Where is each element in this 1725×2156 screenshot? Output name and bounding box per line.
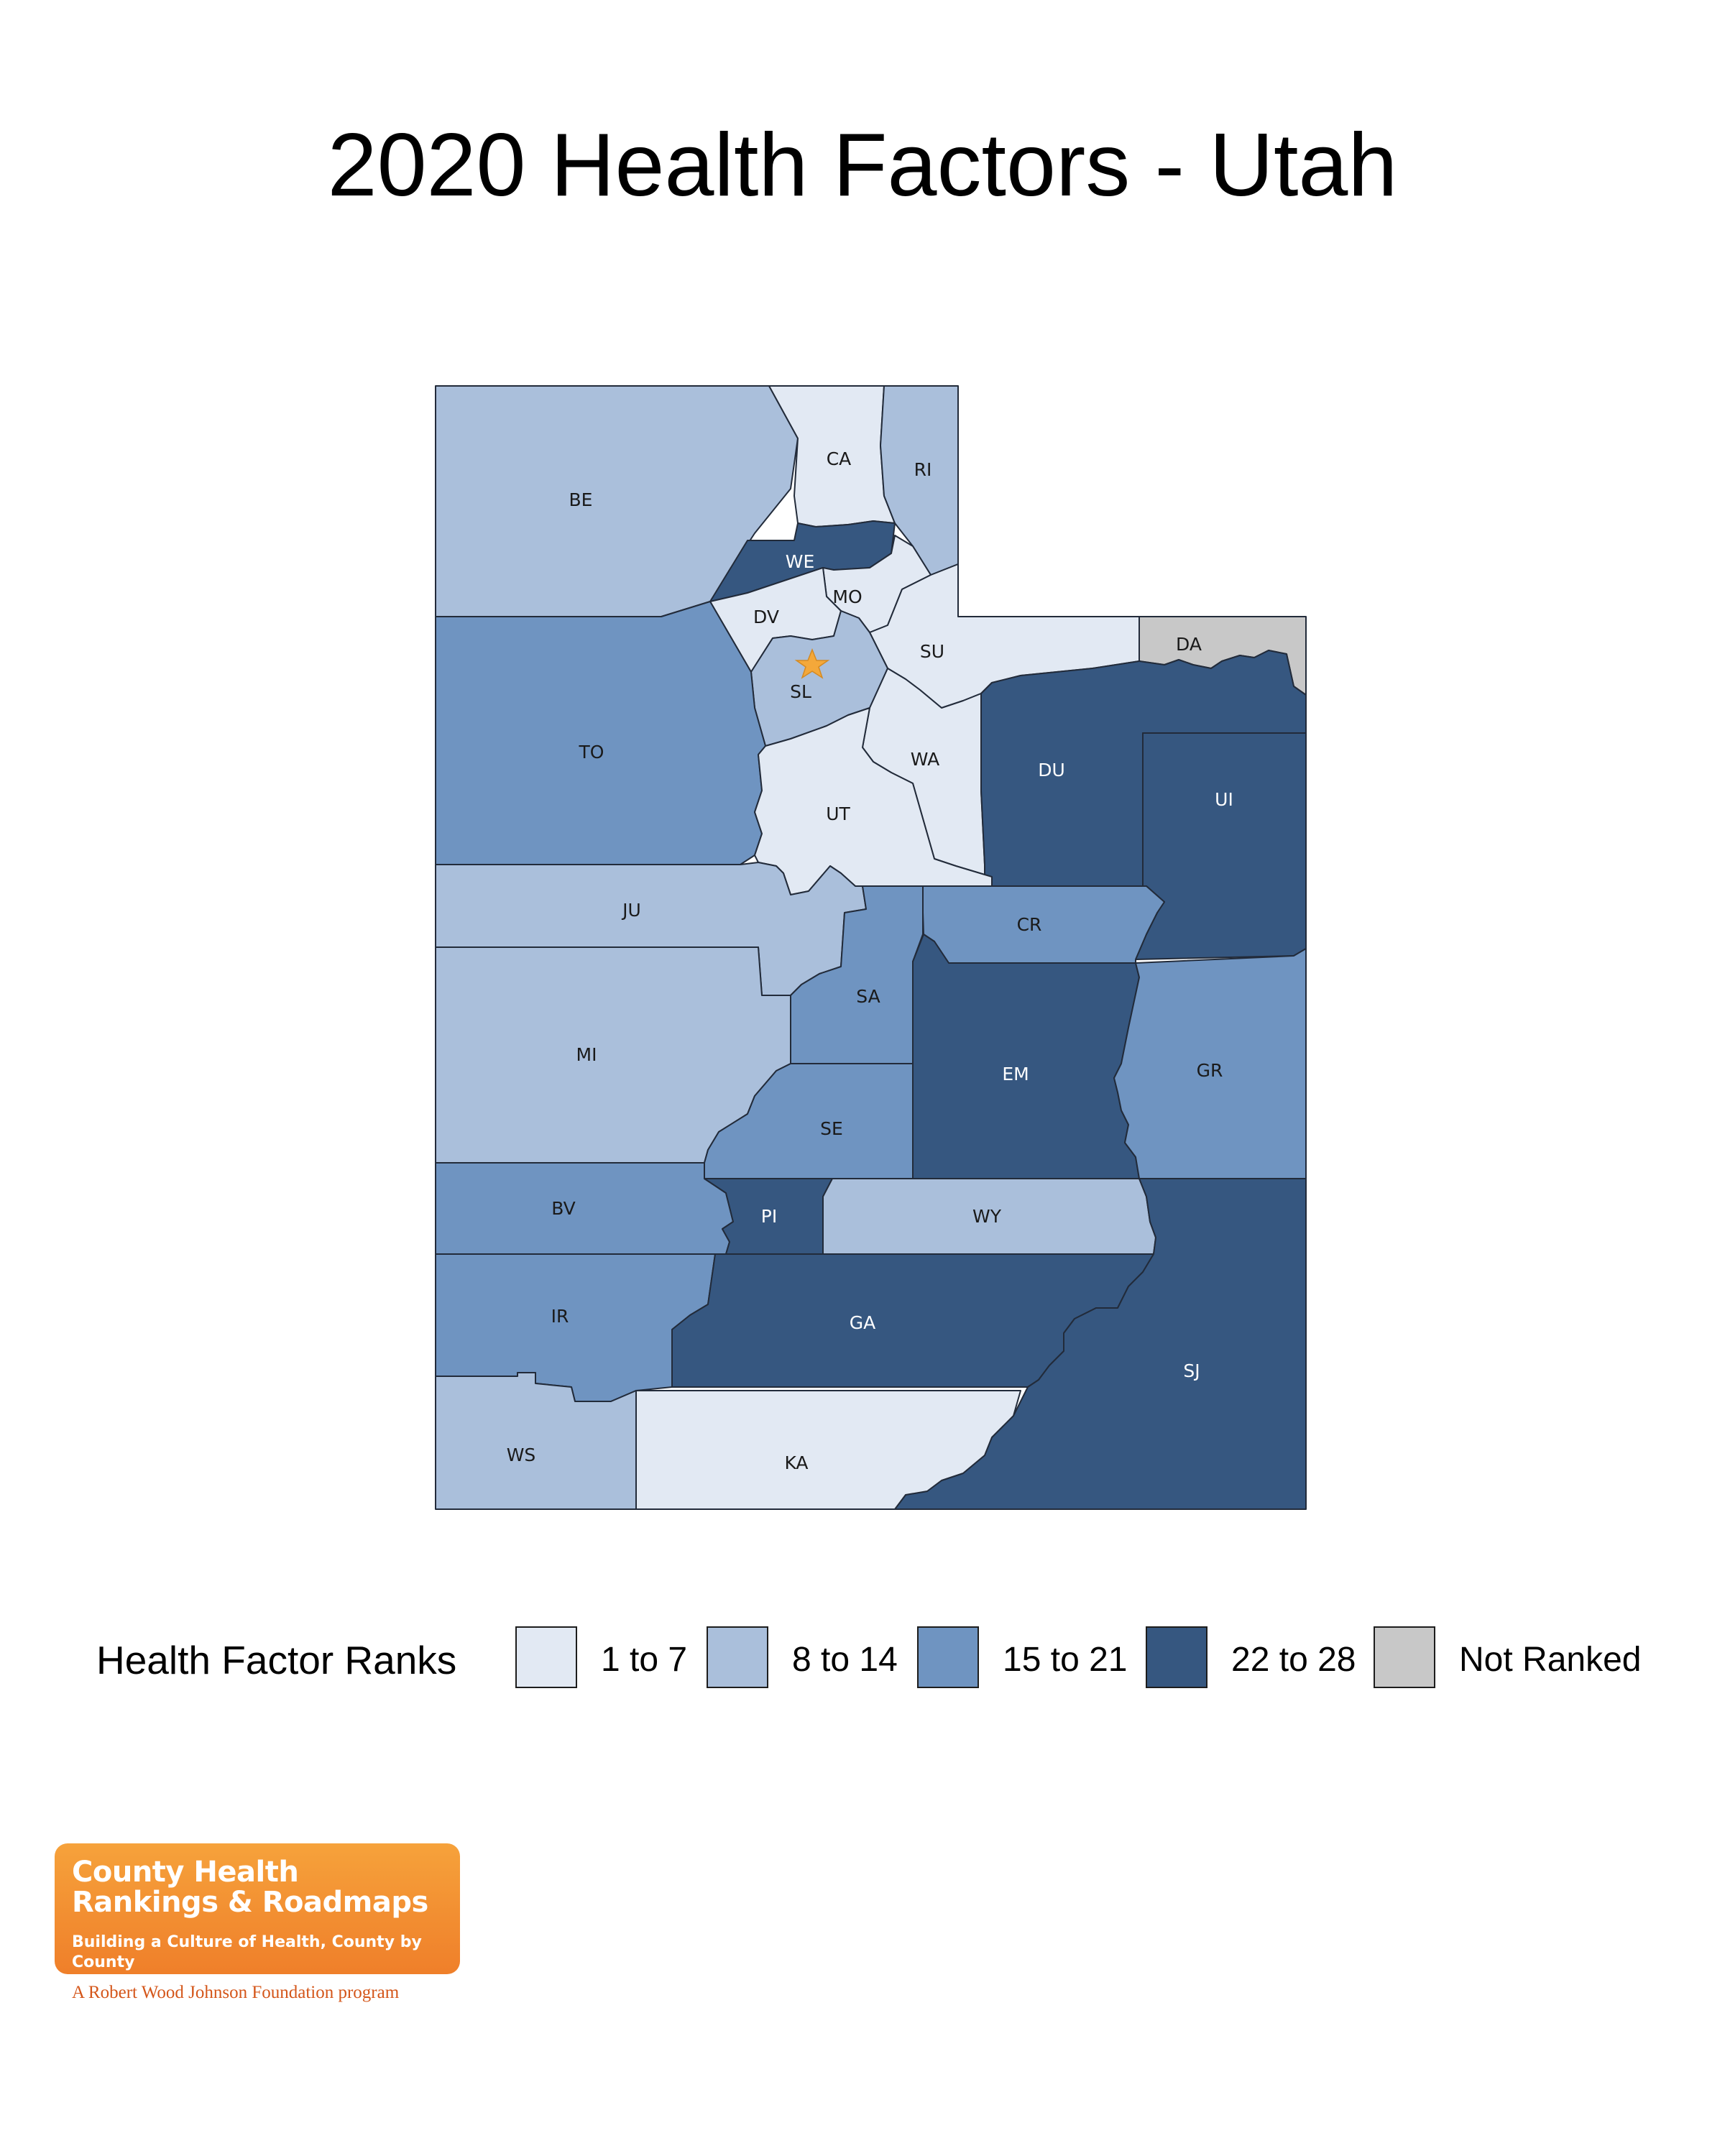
county-ws (435, 1372, 637, 1510)
county-label-ut: UT (826, 803, 850, 824)
county-label-su: SU (920, 641, 944, 662)
map-title: 2020 Health Factors - Utah (327, 116, 1398, 215)
county-label-wy: WY (972, 1206, 1002, 1227)
county-se (704, 1063, 914, 1179)
county-label-du: DU (1038, 760, 1065, 780)
county-to (435, 601, 766, 865)
county-ui (1135, 732, 1307, 960)
county-ka (635, 1390, 1021, 1510)
county-em (912, 934, 1140, 1179)
legend-label-15-to-21: 15 to 21 (1003, 1641, 1128, 1679)
county-label-to: TO (579, 742, 604, 763)
county-label-da: DA (1176, 634, 1202, 655)
county-label-sa: SA (856, 986, 880, 1007)
county-label-cr: CR (1017, 914, 1042, 935)
county-cr (922, 885, 1165, 964)
county-label-ca: CA (827, 448, 852, 469)
county-label-ws: WS (507, 1445, 536, 1465)
legend-swatch-15-to-21 (917, 1626, 979, 1688)
county-label-we: WE (786, 551, 815, 572)
county-bv (435, 1162, 734, 1255)
logo-program-text: A Robert Wood Johnson Foundation program (72, 1983, 400, 2002)
county-label-wa: WA (911, 749, 939, 770)
capital-star-icon (794, 648, 830, 679)
county-health-rankings-logo: County Health Rankings & Roadmaps Buildi… (55, 1843, 460, 1974)
legend-swatch-not-ranked (1374, 1626, 1435, 1688)
county-label-em: EM (1002, 1064, 1029, 1084)
county-label-bv: BV (551, 1198, 575, 1219)
county-label-sl: SL (790, 681, 811, 702)
county-label-ka: KA (784, 1452, 808, 1473)
county-label-be: BE (569, 489, 593, 510)
county-label-ju: JU (621, 900, 641, 921)
county-gr (1113, 948, 1307, 1179)
legend-label-1-to-7: 1 to 7 (601, 1641, 688, 1679)
logo-tagline: Building a Culture of Health, County by … (72, 1933, 422, 1971)
logo-line-2: Rankings & Roadmaps (72, 1886, 428, 1919)
legend-swatch-8-to-14 (707, 1626, 768, 1688)
county-label-ga: GA (850, 1312, 875, 1333)
legend-label-8-to-14: 8 to 14 (792, 1641, 898, 1679)
legend-label-22-to-28: 22 to 28 (1231, 1641, 1356, 1679)
county-label-gr: GR (1197, 1060, 1223, 1081)
county-label-ui: UI (1215, 789, 1233, 810)
county-label-ir: IR (551, 1306, 569, 1327)
legend-label-not-ranked: Not Ranked (1459, 1641, 1642, 1679)
county-label-mi: MI (576, 1044, 597, 1065)
legend-swatch-22-to-28 (1146, 1626, 1208, 1688)
legend-title: Health Factor Ranks (96, 1638, 457, 1682)
logo-line-1: County Health (72, 1856, 299, 1889)
county-label-dv: DV (753, 607, 779, 627)
county-label-se: SE (820, 1118, 843, 1139)
county-label-pi: PI (761, 1206, 777, 1227)
legend-swatch-1-to-7 (515, 1626, 577, 1688)
county-label-mo: MO (832, 586, 862, 607)
county-label-sj: SJ (1183, 1360, 1200, 1381)
county-label-ri: RI (914, 459, 932, 480)
